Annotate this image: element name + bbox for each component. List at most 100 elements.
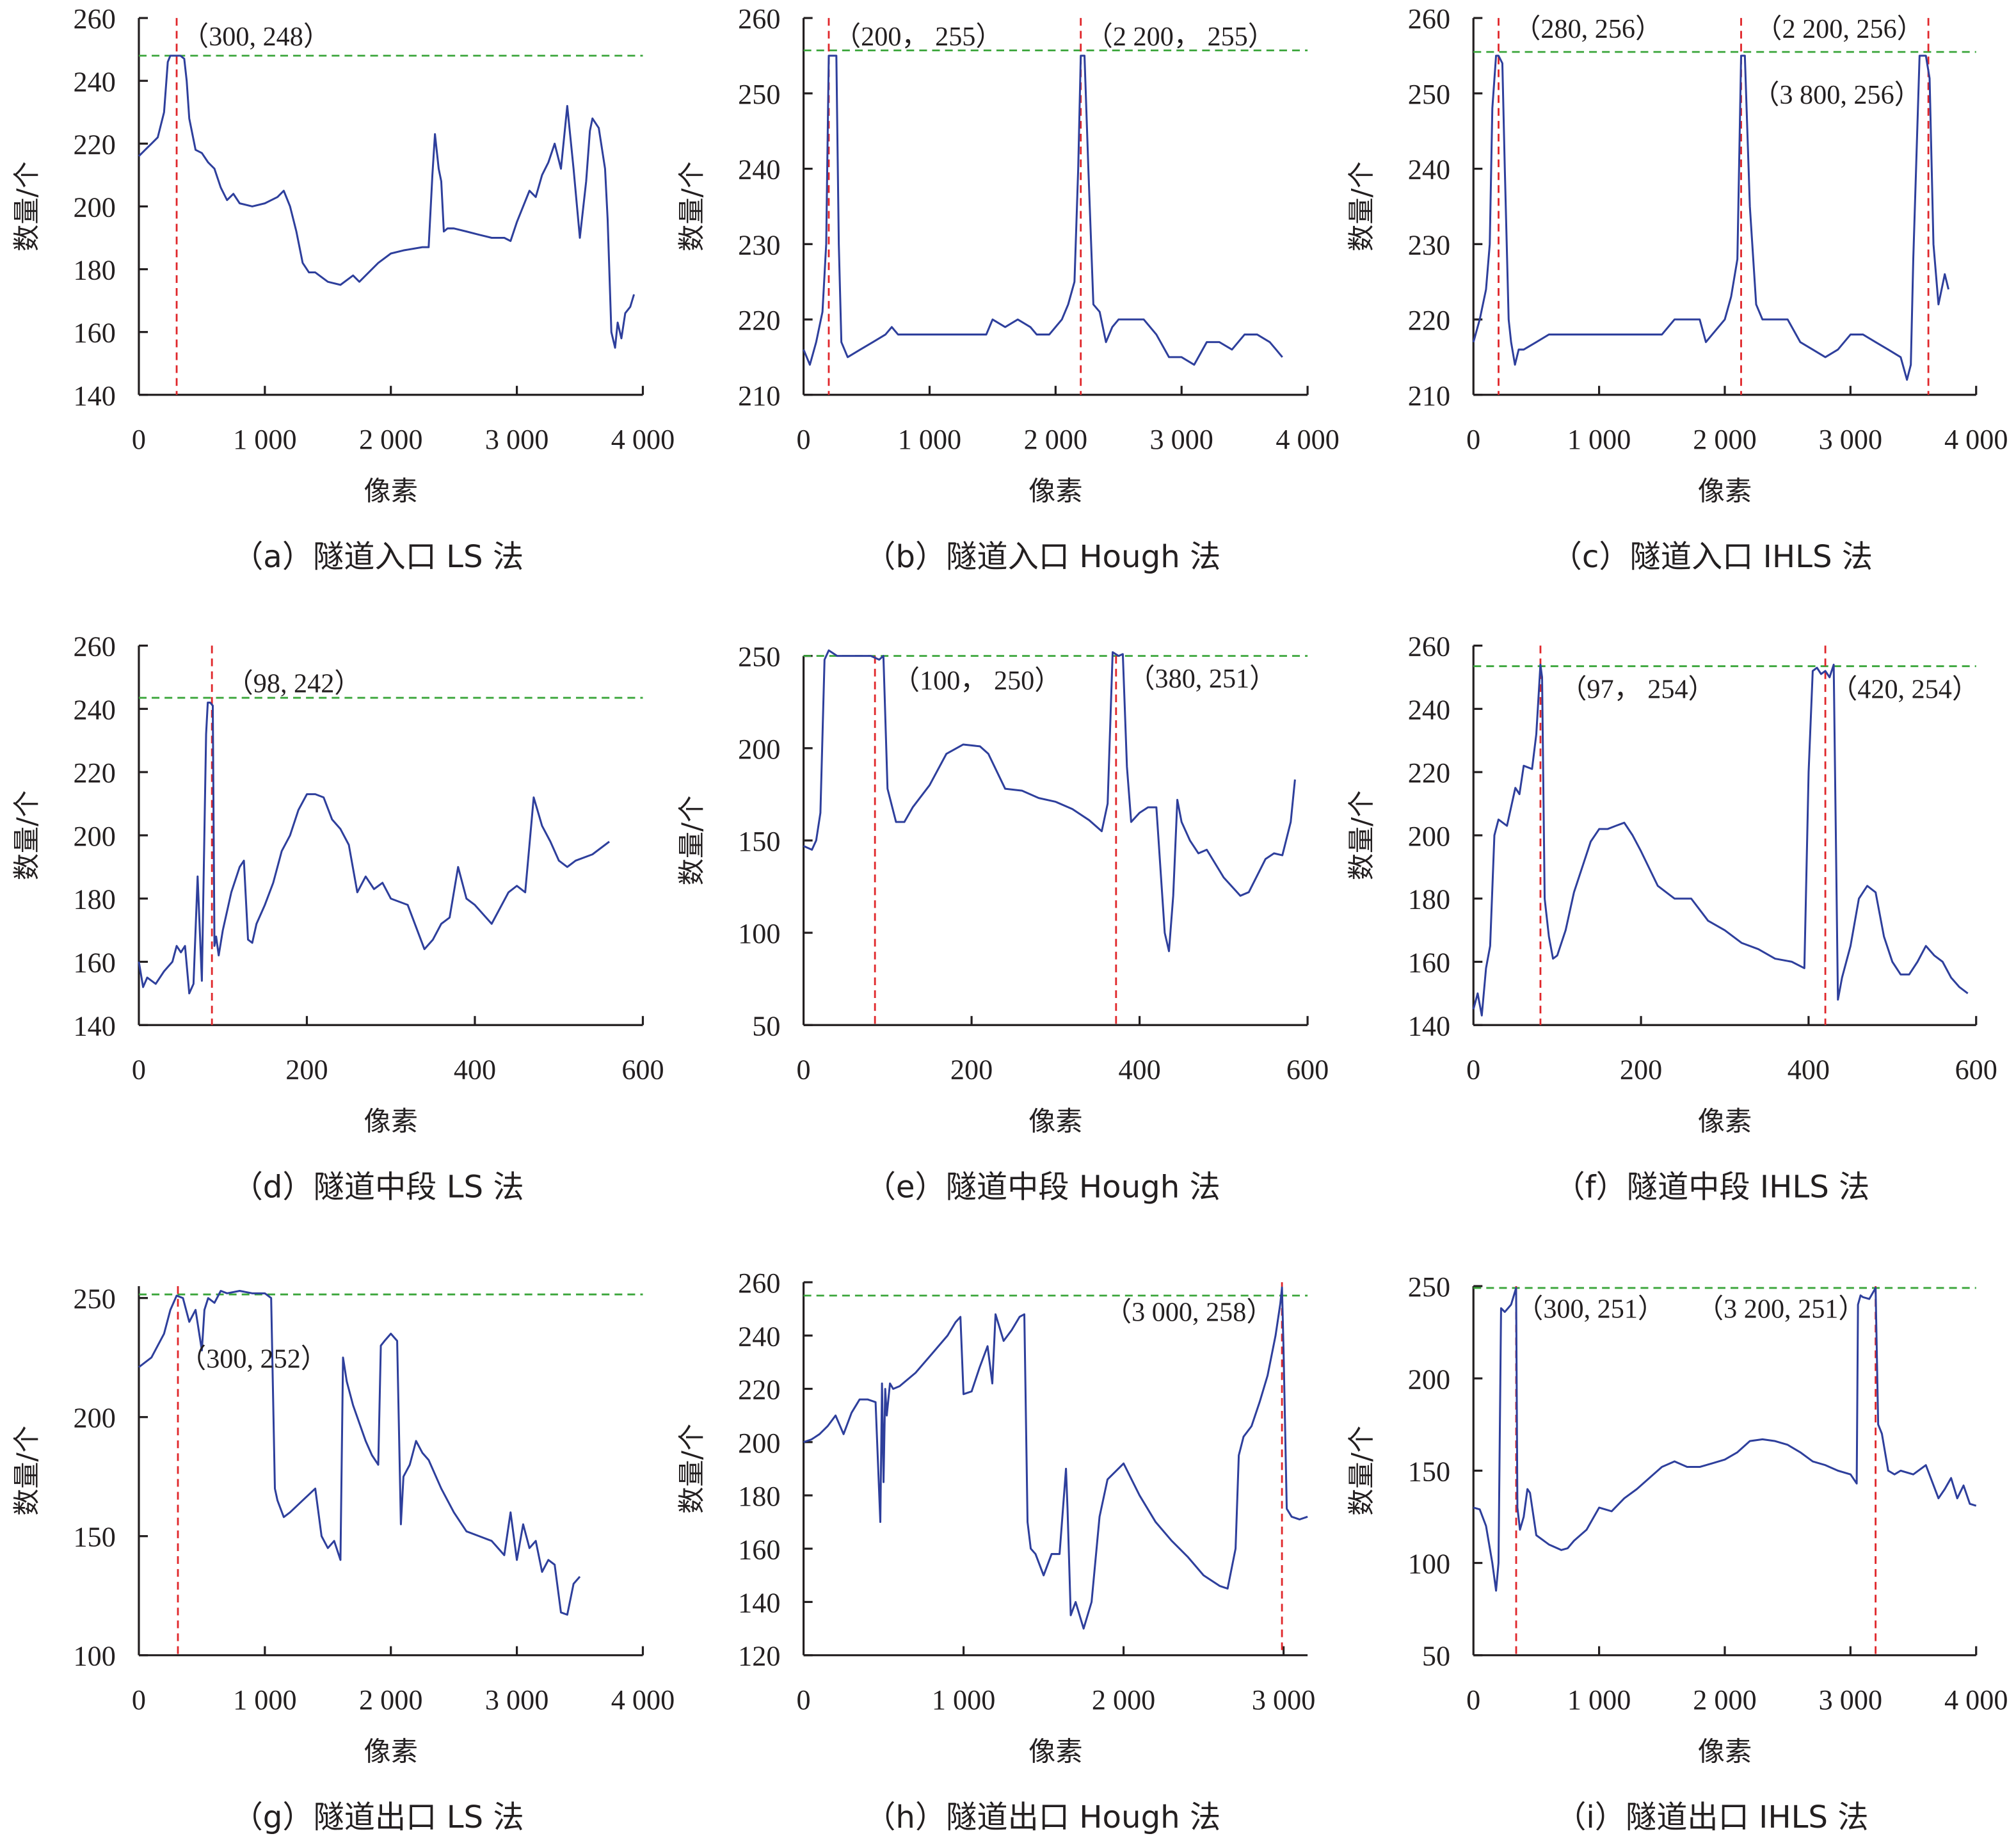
x-tick-label: 0 xyxy=(1466,1054,1480,1086)
y-tick-label: 240 xyxy=(738,154,780,186)
x-tick-label: 3 000 xyxy=(485,1684,548,1716)
y-tick-label: 200 xyxy=(1408,821,1450,852)
x-tick-label: 2 000 xyxy=(1024,424,1087,455)
y-tick-label: 160 xyxy=(1408,947,1450,979)
y-tick-label: 240 xyxy=(738,1321,780,1352)
y-axis-title: 数量/个 xyxy=(676,796,707,886)
y-tick-label: 160 xyxy=(738,1534,780,1565)
panel-caption: （c）隧道入口 IHLS 法 xyxy=(1551,539,1873,575)
y-tick-label: 250 xyxy=(1408,79,1450,110)
y-tick-label: 50 xyxy=(752,1010,780,1042)
panel-e: 50 100 150 200 250 0 200 400 600 像素 数量/个 （e）隧道中段 Ho… xyxy=(676,641,1329,1205)
x-tick-label: 200 xyxy=(950,1054,993,1086)
x-tick-label: 600 xyxy=(1286,1054,1329,1086)
x-tick-label: 0 xyxy=(797,1684,811,1716)
y-axis-title: 数量/个 xyxy=(676,161,707,252)
series-line-count xyxy=(1472,663,1969,1017)
series-line-count xyxy=(1473,1287,1977,1592)
x-tick-label: 0 xyxy=(132,424,146,455)
y-tick-label: 150 xyxy=(74,1522,116,1553)
y-tick-label: 200 xyxy=(1408,1364,1450,1395)
x-tick-label: 1 000 xyxy=(898,424,961,455)
series-line-count xyxy=(803,54,1283,366)
x-tick-label: 0 xyxy=(797,1054,811,1086)
x-tick-label: 2 000 xyxy=(1693,1684,1756,1716)
x-tick-label: 2 000 xyxy=(359,424,422,455)
y-tick-label: 200 xyxy=(74,192,116,223)
series-line-count xyxy=(803,649,1296,953)
y-tick-label: 220 xyxy=(738,1374,780,1406)
y-tick-label: 140 xyxy=(74,1010,116,1042)
y-tick-label: 260 xyxy=(74,3,116,35)
x-tick-label: 0 xyxy=(132,1684,146,1716)
peak-annotation: （2 200， 255） xyxy=(1086,22,1275,52)
y-axis-title: 数量/个 xyxy=(1346,1426,1377,1516)
x-tick-label: 2 000 xyxy=(1693,424,1756,455)
y-tick-label: 200 xyxy=(74,821,116,852)
x-axis-title: 像素 xyxy=(1028,476,1082,507)
y-axis-title: 数量/个 xyxy=(11,791,42,881)
y-tick-label: 260 xyxy=(738,3,780,35)
y-tick-label: 200 xyxy=(74,1403,116,1434)
panel-d: 140 160 180 200 220 240 260 0 200 400 600 像素 数量/个 （d）… xyxy=(11,631,664,1205)
panel-b: 210 220 230 240 250 260 0 1 000 2 000 3 000 4 000 像… xyxy=(676,3,1340,575)
x-tick-label: 4 000 xyxy=(611,1684,675,1716)
y-tick-label: 120 xyxy=(738,1641,780,1672)
panel-caption: （a）隧道入口 LS 法 xyxy=(232,539,524,575)
y-tick-label: 230 xyxy=(738,229,780,261)
peak-annotation: （280, 256） xyxy=(1514,14,1662,44)
x-axis-title: 像素 xyxy=(364,1735,418,1767)
y-tick-label: 250 xyxy=(738,641,780,673)
x-tick-label: 3 000 xyxy=(1252,1684,1315,1716)
peak-annotation: （97， 254） xyxy=(1560,674,1715,704)
y-tick-label: 240 xyxy=(1408,154,1450,186)
series-line-count xyxy=(138,702,610,995)
x-tick-label: 2 000 xyxy=(359,1684,422,1716)
x-tick-label: 600 xyxy=(621,1054,664,1086)
x-axis-title: 像素 xyxy=(1698,1106,1752,1137)
y-axis-title: 数量/个 xyxy=(1346,791,1377,881)
x-tick-label: 4 000 xyxy=(1944,1684,2008,1716)
y-tick-label: 220 xyxy=(738,305,780,336)
peak-annotation: （380, 251） xyxy=(1128,664,1276,694)
y-tick-label: 180 xyxy=(1408,884,1450,915)
y-tick-label: 160 xyxy=(74,318,116,349)
x-tick-label: 4 000 xyxy=(1276,424,1339,455)
y-tick-label: 220 xyxy=(74,129,116,160)
x-tick-label: 1 000 xyxy=(932,1684,995,1716)
peak-annotation: （300, 252） xyxy=(179,1344,328,1374)
series-line-count xyxy=(803,1286,1308,1630)
x-tick-label: 4 000 xyxy=(1944,424,2008,455)
y-tick-label: 240 xyxy=(74,66,116,97)
y-tick-label: 260 xyxy=(1408,631,1450,663)
x-tick-label: 1 000 xyxy=(233,1684,296,1716)
peak-annotation: （420, 254） xyxy=(1830,674,1979,704)
x-tick-label: 400 xyxy=(1118,1054,1160,1086)
panel-caption: （d）隧道中段 LS 法 xyxy=(232,1169,524,1205)
y-tick-label: 140 xyxy=(74,380,116,412)
peak-annotation: （3 000, 258） xyxy=(1105,1298,1274,1328)
x-tick-label: 200 xyxy=(285,1054,328,1086)
y-axis-title: 数量/个 xyxy=(1346,161,1377,252)
panel-caption: （f）隧道中段 IHLS 法 xyxy=(1554,1169,1869,1205)
x-tick-label: 1 000 xyxy=(233,424,296,455)
peak-annotation: （200， 255） xyxy=(834,22,1003,52)
y-tick-label: 250 xyxy=(738,79,780,110)
y-tick-label: 250 xyxy=(74,1284,116,1315)
y-tick-label: 260 xyxy=(1408,3,1450,35)
peak-annotation: （98, 242） xyxy=(227,668,362,698)
y-tick-label: 240 xyxy=(1408,694,1450,725)
y-tick-label: 250 xyxy=(1408,1271,1450,1303)
x-axis-title: 像素 xyxy=(1698,1735,1752,1767)
series-line-count xyxy=(138,54,636,349)
y-tick-label: 220 xyxy=(1408,305,1450,336)
x-tick-label: 1 000 xyxy=(1567,424,1631,455)
x-axis-title: 像素 xyxy=(1698,476,1752,507)
x-tick-label: 0 xyxy=(797,424,811,455)
peak-annotation: （300, 251） xyxy=(1516,1294,1665,1324)
y-tick-label: 210 xyxy=(738,380,780,412)
y-axis-title: 数量/个 xyxy=(11,1426,42,1516)
x-tick-label: 3 000 xyxy=(1819,424,1882,455)
x-tick-label: 200 xyxy=(1620,1054,1662,1086)
